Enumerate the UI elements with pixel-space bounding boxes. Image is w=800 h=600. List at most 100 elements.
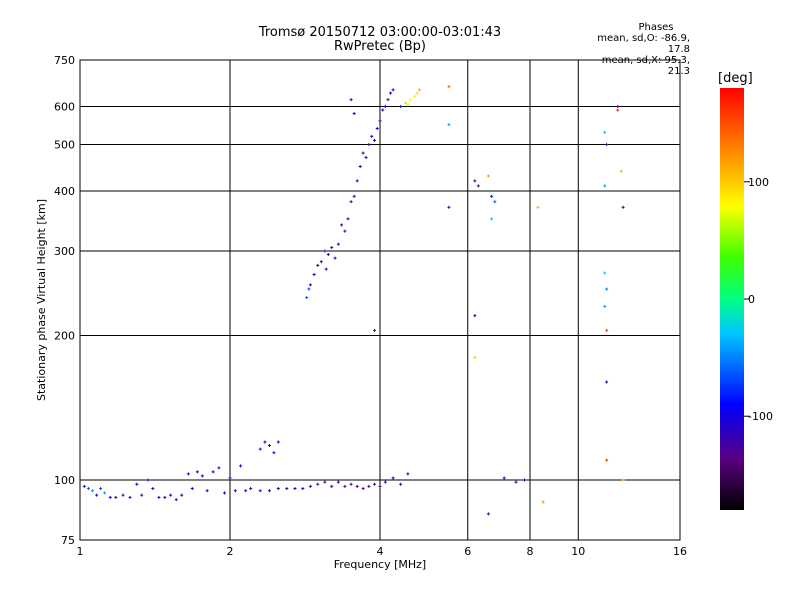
y-tick-label: 75 — [61, 534, 75, 547]
colorbar — [720, 88, 744, 510]
data-point — [249, 487, 253, 491]
data-point — [389, 91, 393, 95]
data-point — [163, 495, 167, 499]
data-point — [200, 474, 204, 478]
data-point — [349, 98, 353, 102]
data-point — [151, 487, 155, 491]
y-tick-label: 600 — [54, 101, 75, 114]
title-line-1: Tromsø 20150712 03:00:00-03:01:43 — [258, 25, 502, 40]
data-point — [536, 205, 540, 209]
data-point — [605, 380, 609, 384]
data-point — [349, 482, 353, 486]
data-point — [330, 246, 334, 250]
data-point — [381, 108, 385, 112]
data-point — [383, 105, 387, 109]
data-point — [605, 328, 609, 332]
data-point — [258, 489, 262, 493]
data-point — [473, 355, 477, 359]
data-point — [340, 223, 344, 227]
data-point — [603, 184, 607, 188]
data-point — [343, 229, 347, 233]
data-point — [293, 487, 297, 491]
data-point — [415, 91, 419, 95]
data-point — [108, 495, 112, 499]
data-point — [180, 493, 184, 497]
y-tick-label: 750 — [54, 54, 75, 67]
data-point — [307, 287, 311, 291]
data-point — [605, 458, 609, 462]
x-tick-label: 4 — [377, 545, 384, 558]
data-point — [406, 472, 410, 476]
data-point — [223, 491, 227, 495]
data-point — [99, 487, 103, 491]
data-point — [190, 487, 194, 491]
data-point — [195, 470, 199, 474]
data-point — [373, 138, 377, 142]
data-point — [272, 451, 276, 455]
data-point — [490, 194, 494, 198]
data-point — [305, 296, 309, 300]
data-point — [316, 263, 320, 267]
y-tick-label: 200 — [54, 330, 75, 343]
x-tick-label: 2 — [227, 545, 234, 558]
data-point — [114, 495, 118, 499]
data-point — [312, 273, 316, 277]
plot-frame — [79, 59, 681, 541]
data-point — [541, 500, 545, 504]
grid-lines — [80, 60, 680, 540]
data-point — [323, 249, 327, 253]
data-point — [355, 484, 359, 488]
title-line-2: RwPretec (Bp) — [333, 39, 427, 54]
data-point — [373, 482, 377, 486]
data-point — [228, 476, 232, 480]
data-point — [349, 200, 353, 204]
data-point — [603, 304, 607, 308]
data-point — [605, 287, 609, 291]
data-point — [308, 283, 312, 287]
data-point — [523, 478, 527, 482]
data-point — [276, 440, 280, 444]
data-point — [91, 489, 95, 493]
data-point — [82, 484, 86, 488]
phase-stats-header: Phases — [638, 22, 674, 33]
y-tick-labels: 75 100 200 300 400 500 600 750 — [54, 54, 75, 547]
data-point — [486, 174, 490, 178]
data-point — [326, 253, 330, 257]
data-point — [258, 447, 262, 451]
data-point — [343, 484, 347, 488]
y-tick-label: 100 — [54, 474, 75, 487]
x-tick-label: 6 — [464, 545, 471, 558]
data-point — [140, 493, 144, 497]
data-point — [330, 484, 334, 488]
y-axis-label: Stationary phase Virtual Height [km] — [35, 199, 48, 401]
data-point — [378, 484, 382, 488]
data-point — [324, 267, 328, 271]
colorbar-ticks: 100 0 -100 — [744, 176, 773, 423]
data-point — [355, 179, 359, 183]
data-point — [605, 143, 609, 147]
data-point — [399, 105, 403, 109]
data-point — [267, 489, 271, 493]
data-point — [386, 98, 390, 102]
scatter-points — [82, 85, 625, 516]
data-point — [447, 205, 451, 209]
data-point — [621, 205, 625, 209]
data-point — [205, 489, 209, 493]
data-point — [493, 200, 497, 204]
colorbar-unit: [deg] — [718, 71, 753, 86]
data-point — [361, 487, 365, 491]
data-point — [361, 151, 365, 155]
data-point — [417, 88, 421, 92]
data-point — [244, 489, 248, 493]
data-point — [285, 487, 289, 491]
data-point — [502, 476, 506, 480]
data-point — [211, 470, 215, 474]
data-point — [367, 143, 371, 147]
data-point — [308, 484, 312, 488]
data-point — [473, 179, 477, 183]
data-point — [370, 134, 374, 138]
data-point — [619, 169, 623, 173]
x-axis-label: Frequency [MHz] — [334, 558, 426, 571]
data-point — [358, 164, 362, 168]
data-point — [323, 480, 327, 484]
